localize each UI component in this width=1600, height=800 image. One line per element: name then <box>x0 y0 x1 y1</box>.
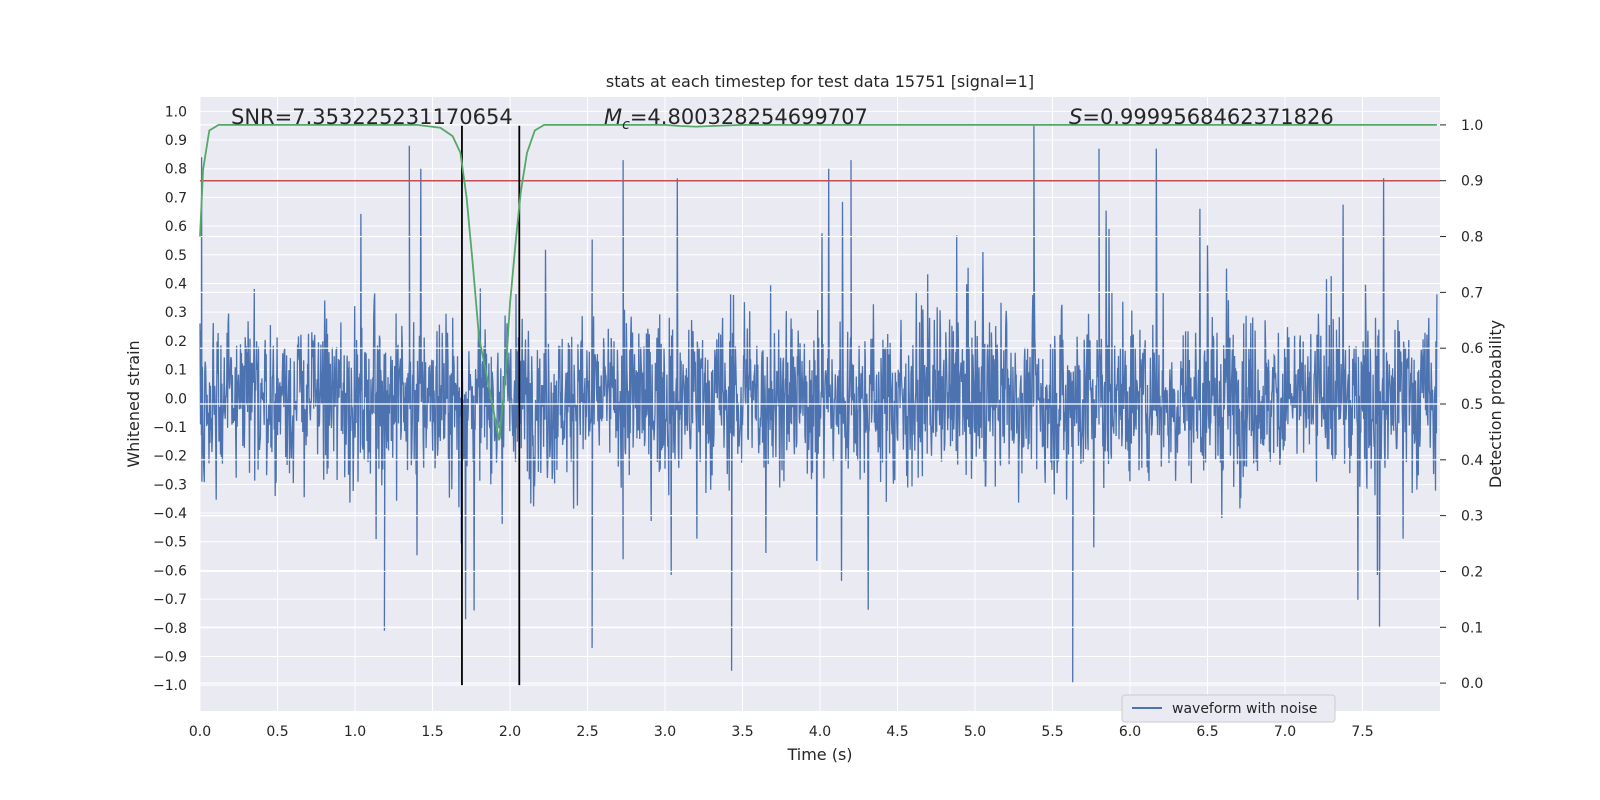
y-left-tick-label: 0.9 <box>165 133 187 149</box>
x-tick-label: 7.0 <box>1274 724 1296 740</box>
y-right-tick-label: 0.5 <box>1461 397 1483 413</box>
y-right-tick-label: 0.7 <box>1461 285 1483 301</box>
ticks: 0.0 0.5 1.0 1.5 2.0 2.5 3.0 3.5 4.0 4.5 5.0 5.5 6.0 6… <box>153 104 1483 740</box>
x-tick-label: 1.0 <box>344 724 366 740</box>
score-symbol: S <box>1069 105 1082 129</box>
y-left-tick-label: 0.6 <box>165 219 187 235</box>
y-left-tick-label: −0.5 <box>153 535 187 551</box>
score-annotation: S=0.9999568462371826 <box>1069 105 1334 129</box>
y-left-tick-label: −1.0 <box>153 678 187 694</box>
y-left-tick-label: −0.3 <box>153 477 187 493</box>
y-left-tick-label: −0.1 <box>153 420 187 436</box>
chirp-mass-subscript: c <box>622 117 630 133</box>
x-tick-label: 0.5 <box>266 724 288 740</box>
x-tick-label: 6.0 <box>1119 724 1141 740</box>
waveform-with-noise-series <box>199 125 1438 683</box>
y-right-tick-label: 1.0 <box>1461 118 1483 134</box>
y-right-tick-label: 0.2 <box>1461 564 1483 580</box>
chirp-mass-value: =4.800328254699707 <box>630 105 868 129</box>
y-left-tick-label: 0.5 <box>165 248 187 264</box>
y-right-tick-label: 0.1 <box>1461 620 1483 636</box>
chirp-mass-annotation: Mc=4.800328254699707 <box>604 105 868 133</box>
detection-probability-line <box>199 124 1437 441</box>
x-tick-label: 4.5 <box>886 724 908 740</box>
y-right-tick-label: 0.6 <box>1461 341 1483 357</box>
score-value: =0.9999568462371826 <box>1082 105 1333 129</box>
x-tick-label: 3.0 <box>654 724 676 740</box>
y-right-tick-label: 0.4 <box>1461 453 1483 469</box>
y-left-tick-label: 0.8 <box>165 162 187 178</box>
y-left-tick-label: 0.3 <box>165 305 187 321</box>
y-left-tick-label: −0.4 <box>153 506 187 522</box>
x-tick-label: 2.5 <box>576 724 598 740</box>
waveform-line <box>199 125 1438 683</box>
x-tick-label: 5.0 <box>964 724 986 740</box>
y-left-tick-label: 0.7 <box>165 190 187 206</box>
y-axis-right-label: Detection probability <box>1486 320 1505 488</box>
y-axis-left-label: Whitened strain <box>124 340 143 467</box>
x-tick-label: 3.5 <box>731 724 753 740</box>
x-tick-label: 1.5 <box>421 724 443 740</box>
x-tick-label: 0.0 <box>189 724 211 740</box>
x-tick-label: 7.5 <box>1351 724 1373 740</box>
x-axis-label: Time (s) <box>786 745 852 764</box>
x-tick-label: 2.0 <box>499 724 521 740</box>
y-left-tick-label: −0.9 <box>153 649 187 665</box>
y-left-tick-label: 0.0 <box>165 391 187 407</box>
y-left-tick-label: −0.8 <box>153 621 187 637</box>
legend-label: waveform with noise <box>1172 701 1317 717</box>
y-right-tick-label: 0.8 <box>1461 230 1483 246</box>
legend-box <box>1121 694 1336 723</box>
y-left-tick-label: 0.1 <box>165 363 187 379</box>
y-left-tick-label: 0.4 <box>165 276 187 292</box>
y-right-tick-label: 0.3 <box>1461 509 1483 525</box>
y-left-tick-label: −0.2 <box>153 449 187 465</box>
snr-annotation: SNR=7.353225231170654 <box>231 105 513 129</box>
y-left-tick-label: 0.2 <box>165 334 187 350</box>
y-left-tick-label: −0.7 <box>153 592 187 608</box>
chart-title: stats at each timestep for test data 157… <box>606 72 1034 91</box>
y-left-tick-label: 1.0 <box>165 104 187 120</box>
chirp-mass-symbol: M <box>604 105 622 129</box>
y-left-tick-label: −0.6 <box>153 563 187 579</box>
y-right-tick-label: 0.0 <box>1461 676 1483 692</box>
legend: waveform with noise <box>1121 694 1336 723</box>
x-tick-label: 5.5 <box>1041 724 1063 740</box>
x-tick-label: 6.5 <box>1196 724 1218 740</box>
x-tick-label: 4.0 <box>809 724 831 740</box>
y-right-tick-label: 0.9 <box>1461 174 1483 190</box>
overlay <box>199 124 1440 686</box>
